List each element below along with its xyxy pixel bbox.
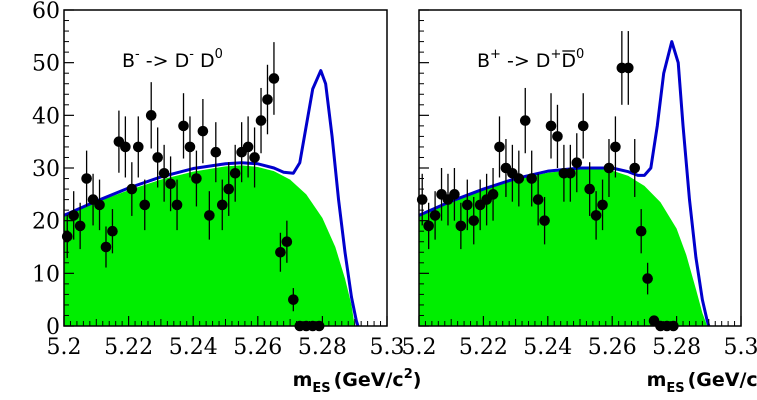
y-tick-label: 0 xyxy=(46,315,60,340)
background-area xyxy=(64,165,355,326)
x-tick-label: 5.24 xyxy=(523,335,572,360)
data-point xyxy=(513,173,525,184)
x-tick-label: 5.26 xyxy=(588,335,637,360)
data-point xyxy=(165,178,176,190)
data-point xyxy=(242,141,254,153)
data-point xyxy=(197,125,209,137)
data-point xyxy=(487,189,499,200)
data-point xyxy=(216,199,228,211)
data-point xyxy=(281,236,293,248)
data-point xyxy=(590,210,602,221)
data-point xyxy=(603,162,615,174)
data-point xyxy=(635,225,647,237)
data-point xyxy=(623,62,634,74)
data-point xyxy=(571,157,583,169)
y-tick-label: 20 xyxy=(32,210,60,235)
data-point xyxy=(584,183,595,195)
y-tick-label: 30 xyxy=(32,157,60,182)
data-point xyxy=(565,167,576,179)
data-point xyxy=(462,199,473,211)
data-point xyxy=(610,141,621,153)
data-point xyxy=(275,246,286,258)
x-tick-label: 5.2 xyxy=(47,335,82,360)
data-point xyxy=(532,194,544,205)
data-point xyxy=(139,199,151,211)
x-tick-label: 5.28 xyxy=(298,335,347,360)
data-point xyxy=(178,120,189,132)
data-point xyxy=(184,141,196,153)
x-axis-title: mES(GeV/c2) xyxy=(647,367,757,396)
data-point xyxy=(455,220,467,232)
panel-2: 5.2 5.22 5.24 5.26 5.28 5.3 mES(GeV/c2) B+ -> D… xyxy=(402,9,757,396)
data-point xyxy=(494,141,505,153)
y-tick-label: 40 xyxy=(32,104,60,129)
data-point xyxy=(249,152,260,163)
data-point xyxy=(126,183,138,195)
data-point xyxy=(255,115,267,126)
data-point xyxy=(288,294,299,305)
data-point xyxy=(132,141,144,153)
data-point xyxy=(100,241,112,253)
data-point xyxy=(191,173,202,184)
data-point xyxy=(229,167,241,179)
y-tick-label: 10 xyxy=(32,262,60,287)
data-point xyxy=(449,189,460,200)
x-tick-label: 5.28 xyxy=(652,335,701,360)
data-point xyxy=(468,215,480,226)
data-point xyxy=(145,110,157,121)
x-tick-label: 5.26 xyxy=(233,335,282,360)
fit-curve xyxy=(63,69,360,327)
data-point xyxy=(223,183,235,195)
panel-label: B+ -> D+D0 xyxy=(477,47,584,72)
data-point xyxy=(423,220,434,232)
data-point xyxy=(539,215,550,226)
data-point xyxy=(597,199,608,211)
data-point xyxy=(152,152,163,163)
x-tick-label: 5.3 xyxy=(370,335,405,360)
panel-1: 0 10 20 30 40 50 60 5.2 5.22 5.24 5.26 5.28 5.3 mES (G… xyxy=(32,0,421,396)
data-point xyxy=(268,73,280,84)
data-point xyxy=(158,167,170,179)
data-point xyxy=(552,131,563,142)
data-point xyxy=(107,225,118,237)
data-point xyxy=(74,220,86,232)
x-tick-label: 5.3 xyxy=(724,335,757,360)
x-tick-label: 5.22 xyxy=(459,335,508,360)
y-tick-label: 60 xyxy=(32,0,60,24)
data-point xyxy=(204,210,215,221)
x-tick-label: 5.24 xyxy=(169,335,218,360)
fit-curve xyxy=(418,40,711,327)
panel-label: B- -> D- D0 xyxy=(122,47,223,72)
data-point xyxy=(526,173,537,184)
data-point xyxy=(545,120,557,132)
data-point xyxy=(519,115,531,126)
data-point xyxy=(81,173,92,184)
x-tick-label: 5.2 xyxy=(402,335,437,360)
data-point xyxy=(68,210,79,221)
data-point xyxy=(120,141,131,153)
data-point xyxy=(629,162,641,174)
data-point xyxy=(642,273,653,284)
data-point xyxy=(262,94,273,105)
data-point xyxy=(94,199,105,211)
background-area xyxy=(419,168,708,326)
x-tick-label: 5.22 xyxy=(104,335,153,360)
data-point xyxy=(210,146,222,158)
x-axis-title: mES(GeV/c2) xyxy=(293,367,422,396)
data-point xyxy=(171,199,183,211)
data-point xyxy=(577,120,589,132)
data-point xyxy=(429,210,441,221)
y-tick-label: 50 xyxy=(32,52,60,77)
